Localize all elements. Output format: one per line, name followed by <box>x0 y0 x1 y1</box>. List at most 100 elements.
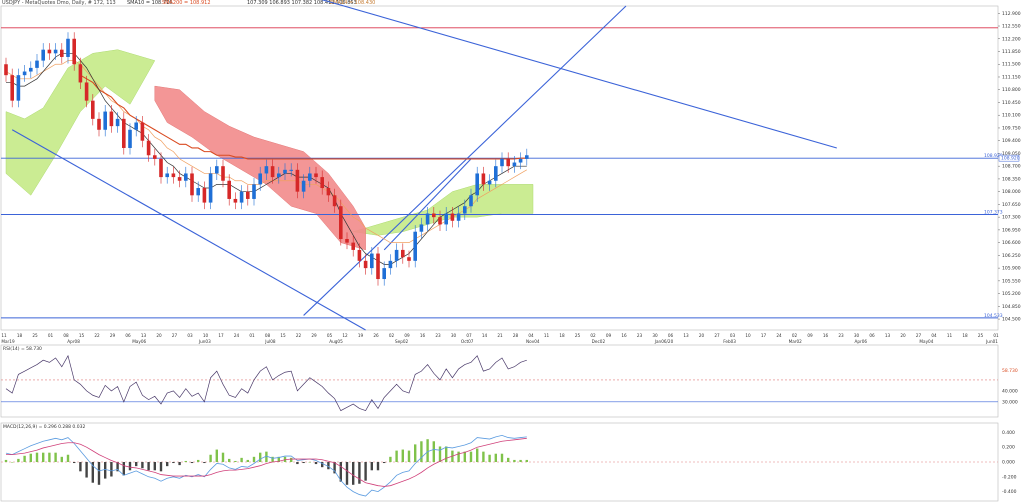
candle-body <box>518 158 523 163</box>
macd-histogram-bar <box>383 462 386 464</box>
date-tick-label: 13 <box>683 333 689 338</box>
macd-histogram-bar <box>104 462 107 479</box>
candle-body <box>469 195 473 207</box>
candle-body <box>320 177 324 189</box>
candle-body <box>438 217 442 225</box>
macd-histogram-bar <box>420 441 423 462</box>
price-tick-label: 105.550 <box>1002 278 1021 284</box>
macd-histogram-bar <box>135 462 138 467</box>
month-label: Dec02 <box>592 339 606 344</box>
candle-body <box>494 166 498 181</box>
candle-body <box>53 49 58 54</box>
macd-histogram-bar <box>414 444 417 462</box>
candle-body <box>84 82 89 101</box>
macd-histogram-bar <box>172 462 175 464</box>
macd-histogram-bar <box>73 462 76 464</box>
candle-body <box>239 191 244 203</box>
candle-body <box>376 253 380 280</box>
macd-histogram-bar <box>308 462 311 463</box>
candle-body <box>66 38 70 57</box>
candle-body <box>370 253 374 269</box>
candle-body <box>432 213 436 218</box>
price-tick-label: 109.050 <box>1002 151 1021 157</box>
macd-histogram-bar <box>345 462 349 485</box>
macd-histogram-bar <box>184 460 187 462</box>
date-tick-label: 29 <box>311 333 317 338</box>
macd-histogram-bar <box>265 451 268 462</box>
date-tick-label: 15 <box>79 333 85 338</box>
date-tick-label: 02 <box>389 333 395 338</box>
macd-histogram-bar <box>97 462 101 485</box>
candle-body <box>357 249 362 261</box>
macd-histogram-bar <box>141 462 144 469</box>
candle-body <box>140 122 145 141</box>
candle-body <box>177 177 182 181</box>
candle-body <box>481 173 486 185</box>
rsi-line <box>5 354 527 412</box>
price-tick-label: 104.500 <box>1002 317 1021 323</box>
candle-body <box>171 173 176 178</box>
price-tick-label: 108.000 <box>1002 189 1021 195</box>
month-label: Jun01 <box>985 339 998 344</box>
candle-body <box>277 173 281 178</box>
macd-histogram-bar <box>54 452 57 462</box>
macd-histogram-bar <box>29 453 32 462</box>
macd-histogram-bar <box>370 462 373 471</box>
price-tick-label: 106.250 <box>1002 253 1021 259</box>
date-tick-label: 06 <box>668 333 674 338</box>
candle-body <box>512 162 517 167</box>
candle-body <box>363 260 368 269</box>
month-label: Jan06/20 <box>654 339 674 344</box>
candle-body <box>29 67 33 72</box>
ichimoku-cloud-bullish <box>5 49 156 196</box>
month-label: Oct07 <box>461 339 474 344</box>
candle-body <box>97 118 101 130</box>
macd-histogram-bar <box>85 462 88 478</box>
price-tick-label: 112.550 <box>1002 24 1021 30</box>
macd-histogram-bar <box>407 450 411 462</box>
candle-body <box>184 173 188 181</box>
macd-line <box>5 434 527 497</box>
candle-body <box>332 195 337 207</box>
candle-body <box>159 158 163 178</box>
month-label: Apr06 <box>855 339 868 344</box>
month-label: Nov04 <box>526 339 540 344</box>
date-tick-label: 26 <box>373 333 379 338</box>
current-price-tag <box>998 154 1020 162</box>
macd-histogram-bar <box>277 456 280 462</box>
price-tick-label: 105.200 <box>1002 291 1021 297</box>
date-tick-label: 16 <box>621 333 627 338</box>
price-tick-label: 106.600 <box>1002 240 1021 246</box>
macd-histogram-bar <box>252 456 256 462</box>
macd-histogram-bar <box>364 462 367 481</box>
date-tick-label: 23 <box>838 333 844 338</box>
candle-body <box>506 158 510 167</box>
date-tick-label: 23 <box>435 333 441 338</box>
candle-body <box>153 155 157 159</box>
price-tick-label: 105.900 <box>1002 266 1021 272</box>
date-tick-label: 17 <box>761 333 767 338</box>
macd-histogram-bar <box>66 454 70 462</box>
macd-header: MACD(12,26,9) = 0.296 0.288 0.032 <box>3 424 85 430</box>
macd-histogram-bar <box>333 462 336 474</box>
price-tick-label: 111.500 <box>1002 62 1021 68</box>
macd-histogram-bar <box>147 462 150 471</box>
macd-histogram-bar <box>197 459 200 462</box>
current-price-value: 108.920 <box>1001 156 1020 162</box>
hline-label: 108.920 <box>984 153 1003 159</box>
macd-histogram-bar <box>110 462 113 477</box>
date-tick-label: 06 <box>869 333 875 338</box>
candle-body <box>413 231 417 261</box>
candle-body <box>4 64 8 76</box>
candle-body <box>456 213 461 221</box>
macd-histogram-bar <box>203 462 206 464</box>
candle-body <box>122 118 126 148</box>
macd-tick-label: -0.200 <box>1002 474 1017 480</box>
date-tick-label: 09 <box>606 333 612 338</box>
macd-histogram-bar <box>290 457 293 462</box>
macd-histogram-bar <box>296 462 299 465</box>
macd-histogram-bar <box>302 462 305 464</box>
date-tick-label: 20 <box>900 333 906 338</box>
